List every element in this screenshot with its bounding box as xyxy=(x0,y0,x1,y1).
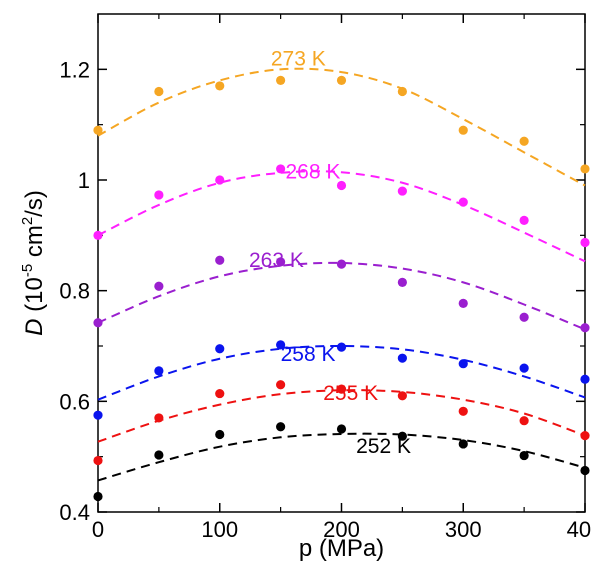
y-axis-exponent-1: -5 xyxy=(19,264,36,277)
fit-curve-255-k xyxy=(97,389,586,443)
data-point-273-k xyxy=(397,86,407,97)
data-point-255-k xyxy=(215,388,225,399)
data-point-263-k xyxy=(93,318,103,328)
data-point-263-k xyxy=(276,257,286,267)
data-point-252-k xyxy=(397,431,407,441)
data-point-273-k xyxy=(154,86,164,97)
x-tick-label: 200 xyxy=(323,517,360,542)
data-point-252-k xyxy=(93,491,103,502)
series-label-273-k: 273 K xyxy=(271,48,326,71)
data-point-255-k xyxy=(154,413,164,423)
y-tick-label: 0.8 xyxy=(59,279,90,304)
data-point-263-k xyxy=(397,277,407,287)
ticks: 0 100 200 300 400 0.4 0.6 0.8 1 1.2 xyxy=(59,14,591,542)
data-point-263-k xyxy=(519,312,529,322)
data-point-255-k xyxy=(397,391,407,401)
data-point-258-k xyxy=(154,366,164,376)
data-point-273-k xyxy=(519,136,529,146)
data-point-255-k xyxy=(580,431,590,441)
data-point-252-k xyxy=(580,465,590,476)
data-point-255-k xyxy=(519,416,529,426)
data-point-255-k xyxy=(93,455,103,466)
fit-curve-273-k xyxy=(97,67,586,187)
x-tick-label: 0 xyxy=(92,517,104,542)
data-point-258-k xyxy=(580,374,590,384)
x-tick-label: 400 xyxy=(567,517,591,542)
data-point-263-k xyxy=(580,323,590,333)
series-label-255-k: 255 K xyxy=(323,382,378,405)
data-point-268-k xyxy=(276,164,286,174)
data-point-273-k xyxy=(276,75,286,85)
data-point-273-k xyxy=(580,164,590,174)
data-point-273-k xyxy=(215,81,225,91)
data-point-268-k xyxy=(397,186,407,196)
data-point-268-k xyxy=(336,180,347,191)
series-label-258-k: 258 K xyxy=(281,343,336,366)
data-point-263-k xyxy=(154,281,164,291)
y-axis-exponent-2: 2 xyxy=(19,217,36,225)
data-point-255-k xyxy=(458,406,468,416)
data-point-252-k xyxy=(154,450,164,460)
x-tick-label: 300 xyxy=(445,517,482,542)
data-point-252-k xyxy=(458,439,468,449)
data-point-252-k xyxy=(519,450,529,461)
x-tick-label: 100 xyxy=(201,517,238,542)
data-point-263-k xyxy=(215,255,225,265)
fit-curves xyxy=(97,67,586,482)
data-point-258-k xyxy=(397,353,407,363)
data-point-255-k xyxy=(336,384,347,394)
data-point-268-k xyxy=(458,197,468,207)
data-points xyxy=(93,75,590,502)
data-point-268-k xyxy=(154,190,164,200)
y-axis-symbol: D xyxy=(21,319,48,336)
data-point-252-k xyxy=(276,422,286,432)
fit-curve-263-k xyxy=(97,261,586,331)
series-label-252-k: 252 K xyxy=(356,435,411,458)
series-label-263-k: 263 K xyxy=(249,249,304,272)
data-point-258-k xyxy=(519,363,529,373)
fit-curve-268-k xyxy=(97,170,586,263)
series-label-268-k: 268 K xyxy=(285,161,340,184)
x-axis-label: p (MPa) xyxy=(299,535,384,562)
data-point-252-k xyxy=(215,429,225,440)
y-tick-label: 0.4 xyxy=(59,500,90,525)
y-tick-label: 1.2 xyxy=(59,57,90,82)
data-point-273-k xyxy=(336,75,347,85)
y-axis-unit-mid: cm xyxy=(21,225,48,264)
series-labels: 273 K 268 K 263 K 258 K 255 K 252 K xyxy=(249,48,411,458)
y-tick-label: 0.6 xyxy=(59,389,90,414)
data-point-268-k xyxy=(215,175,225,185)
fit-curve-252-k xyxy=(97,432,586,482)
data-point-268-k xyxy=(93,230,103,240)
y-axis-unit-close: /s) xyxy=(21,190,48,217)
y-axis-unit-open: (10 xyxy=(21,277,48,318)
data-point-258-k xyxy=(215,344,225,354)
y-axis-label: D (10-5 cm2/s) xyxy=(19,190,48,336)
data-point-268-k xyxy=(519,215,529,225)
data-point-273-k xyxy=(93,125,103,135)
data-point-258-k xyxy=(458,359,468,369)
data-point-255-k xyxy=(276,380,286,390)
data-point-273-k xyxy=(458,125,468,135)
data-point-258-k xyxy=(276,340,286,350)
fit-curve-258-k xyxy=(97,344,586,401)
data-point-268-k xyxy=(580,237,590,248)
data-point-252-k xyxy=(336,424,347,434)
data-point-258-k xyxy=(93,410,103,420)
data-point-258-k xyxy=(336,342,347,352)
data-point-263-k xyxy=(336,259,347,269)
data-point-263-k xyxy=(458,298,468,308)
y-tick-label: 1 xyxy=(78,168,90,193)
